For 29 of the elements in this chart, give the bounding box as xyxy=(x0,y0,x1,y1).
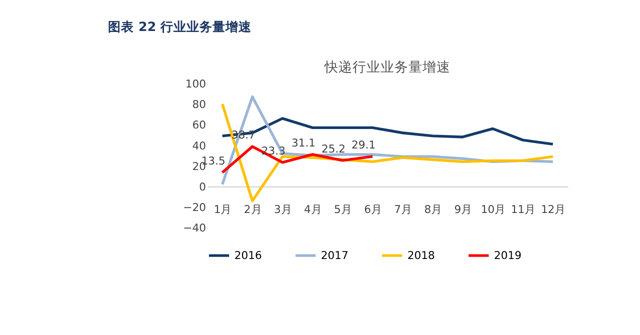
x-tick-label: 8月 xyxy=(424,203,442,216)
legend-label: 2019 xyxy=(494,249,522,262)
data-label: 29.1 xyxy=(352,138,376,152)
data-label: 25.2 xyxy=(322,142,346,156)
x-tick-label: 4月 xyxy=(304,203,322,216)
y-tick-label: −20 xyxy=(183,201,206,214)
legend-label: 2016 xyxy=(234,249,262,262)
x-tick-label: 5月 xyxy=(334,203,352,216)
chart-subtitle: 快递行业业务量增速 xyxy=(324,60,451,76)
x-tick-label: 10月 xyxy=(480,203,506,216)
x-tick-label: 1月 xyxy=(214,203,232,216)
x-tick-label: 11月 xyxy=(510,203,536,216)
x-tick-label: 6月 xyxy=(364,203,382,216)
legend-label: 2017 xyxy=(320,249,348,262)
data-label: 23.3 xyxy=(261,144,286,158)
chart-title: 图表 22 行业业务量增速 xyxy=(108,19,252,34)
x-tick-label: 12月 xyxy=(540,203,566,216)
y-tick-label: 40 xyxy=(192,139,206,152)
x-tick-label: 2月 xyxy=(244,203,262,216)
y-tick-label: 0 xyxy=(199,180,206,194)
y-tick-label: −40 xyxy=(183,222,206,235)
y-tick-label: 100 xyxy=(185,77,206,90)
y-tick-label: 80 xyxy=(192,98,206,112)
x-tick-label: 7月 xyxy=(394,203,412,216)
data-label: 31.1 xyxy=(291,136,316,150)
legend-label: 2018 xyxy=(407,249,436,262)
y-tick-label: 60 xyxy=(192,118,206,132)
x-tick-label: 3月 xyxy=(274,203,292,216)
x-tick-label: 9月 xyxy=(454,203,472,216)
